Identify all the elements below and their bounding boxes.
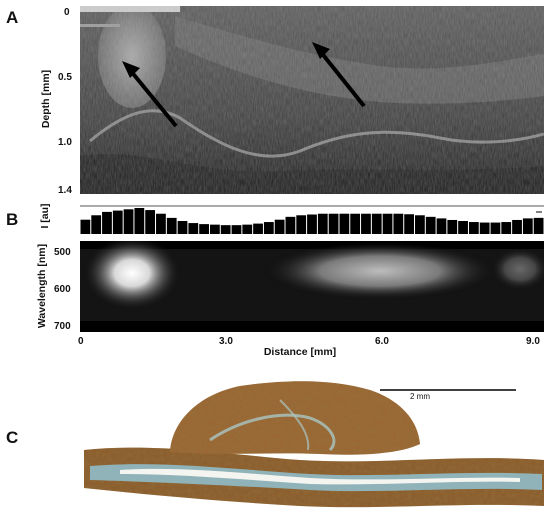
intensity-bar — [145, 210, 156, 234]
scale-bar-label: 2 mm — [410, 392, 430, 401]
intensity-bar — [112, 210, 123, 234]
intensity-bar — [490, 222, 501, 234]
wavelength-tick-500: 500 — [54, 247, 71, 258]
intensity-bar — [220, 225, 231, 234]
intensity-bar — [102, 211, 112, 234]
intensity-bar — [177, 221, 188, 234]
depth-tick-0.5: 0.5 — [58, 72, 72, 83]
spectral-peak-right — [260, 241, 500, 301]
intensity-bar — [371, 213, 382, 234]
intensity-bar — [415, 215, 425, 234]
panel-letter-a: A — [6, 8, 19, 27]
intensity-bar — [512, 219, 522, 234]
intensity-bar — [263, 222, 274, 234]
intensity-bar — [425, 216, 436, 234]
intensity-bar — [317, 213, 328, 234]
intensity-bar — [328, 213, 339, 234]
intensity-bar — [285, 216, 296, 234]
intensity-bar — [123, 209, 134, 234]
intensity-bar — [134, 208, 145, 234]
histology-lumen-cleft — [120, 468, 520, 485]
intensity-bar-chart — [80, 205, 544, 234]
distance-axis-label: Distance [mm] — [263, 346, 337, 358]
intensity-bar — [501, 222, 512, 234]
oct-image — [80, 6, 544, 194]
histology-stroma-streak — [209, 413, 336, 452]
depth-axis-label: Depth [mm] — [40, 69, 52, 129]
intensity-bar — [188, 223, 199, 234]
intensity-bar — [436, 218, 447, 234]
intensity-bar — [447, 219, 458, 234]
intensity-bar — [458, 221, 468, 234]
intensity-bar — [339, 213, 350, 234]
intensity-bar — [253, 223, 263, 234]
distance-tick-0: 0 — [78, 336, 84, 347]
intensity-bar — [393, 213, 404, 234]
arrow-icon-left — [122, 61, 178, 128]
intensity-bar — [209, 224, 220, 234]
panel-letter-c: C — [6, 428, 19, 447]
intensity-bar — [91, 215, 102, 234]
intensity-bar — [404, 214, 415, 234]
intensity-bar — [350, 213, 361, 234]
oct-speckle-texture — [80, 6, 544, 194]
intensity-bar — [361, 213, 371, 234]
intensity-bar — [199, 224, 209, 234]
intensity-bar — [522, 218, 533, 234]
intensity-bar — [156, 213, 166, 234]
intensity-bar — [166, 217, 177, 234]
intensity-bar — [231, 225, 242, 234]
depth-tick-0: 0 — [64, 7, 70, 18]
intensity-bar — [274, 219, 285, 234]
intensity-bar — [307, 214, 317, 234]
intensity-bar — [468, 222, 479, 234]
intensity-bar — [382, 213, 393, 234]
depth-tick-1.0: 1.0 — [58, 137, 72, 148]
distance-tick-9.0: 9.0 — [526, 336, 540, 347]
intensity-bar — [242, 224, 253, 234]
distance-tick-3.0: 3.0 — [219, 336, 233, 347]
arrow-icon-right — [312, 42, 366, 108]
histology-image — [84, 381, 544, 508]
wavelength-tick-700: 700 — [54, 321, 71, 332]
intensity-bar — [80, 219, 91, 234]
spectral-peak-edge — [490, 247, 544, 291]
wavelength-axis-label: Wavelength [nm] — [36, 243, 48, 329]
distance-tick-6.0: 6.0 — [375, 336, 389, 347]
depth-tick-1.4: 1.4 — [58, 185, 72, 196]
panel-letter-b: B — [6, 210, 19, 229]
histology-stroma-streak-2 — [279, 399, 310, 451]
intensity-bar — [479, 222, 490, 234]
spectrogram — [80, 241, 544, 332]
intensity-bar — [296, 215, 307, 234]
spectral-peak-left — [82, 241, 182, 311]
intensity-bar — [533, 217, 544, 234]
wavelength-tick-600: 600 — [54, 284, 71, 295]
